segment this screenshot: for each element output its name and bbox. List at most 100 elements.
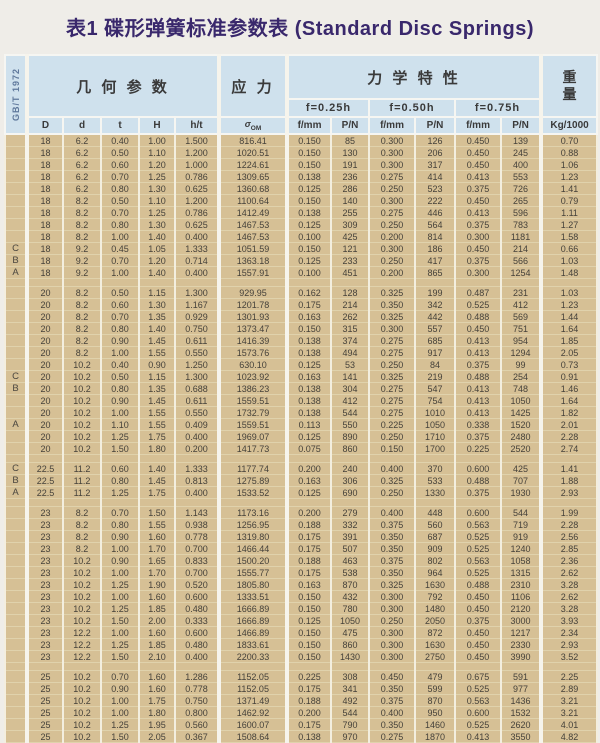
table-cell: 0.375 [454, 182, 503, 195]
table-cell: 10.2 [62, 394, 102, 407]
table-cell: 0.150 [286, 133, 333, 147]
table-cell: 0.100 [286, 266, 333, 279]
table-cell: 139 [500, 133, 544, 147]
series-label-cell [4, 194, 29, 207]
table-cell [26, 498, 64, 507]
page-title: 表1 碟形弹簧标准参数表 (Standard Disc Springs) [65, 18, 535, 40]
table-cell: 0.80 [100, 218, 140, 231]
table-cell: 2.93 [540, 486, 599, 499]
table-cell: 0.413 [454, 406, 503, 419]
table-cell: 1275.89 [218, 474, 290, 487]
table-cell: 0.100 [286, 230, 333, 243]
table-cell: 1254 [500, 266, 544, 279]
table-cell: 0.367 [173, 730, 222, 743]
table-cell: 8.2 [62, 194, 102, 207]
table-cell: 2.62 [540, 590, 599, 603]
table-cell: 0.250 [368, 430, 417, 443]
table-cell: 8.2 [62, 530, 102, 543]
table-cell: 1.95 [138, 718, 176, 731]
table-cell: 219 [414, 370, 457, 383]
table-row: 20 8.2 1.00 1.55 0.550 1573.76 0.138 494 0.275 91… [4, 346, 599, 359]
table-cell [26, 278, 64, 287]
table-cell: 0.375 [454, 614, 503, 627]
table-cell: 1201.78 [218, 298, 290, 311]
table-cell: 2.74 [540, 442, 599, 455]
table-cell: 1.200 [173, 146, 222, 159]
table-cell: 1.23 [540, 298, 599, 311]
table-cell: 1833.61 [218, 638, 290, 651]
table-cell: 254 [500, 370, 544, 383]
table-cell: 0.70 [100, 506, 140, 519]
table-cell: 0.150 [286, 650, 333, 663]
table-cell: 0.138 [286, 406, 333, 419]
table-row: 18 6.2 0.80 1.30 0.625 1360.68 0.125 286 0.250 52… [4, 182, 599, 195]
table-cell: 0.375 [368, 518, 417, 531]
table-cell: 20 [26, 286, 64, 299]
table-cell: 10.2 [62, 358, 102, 371]
table-row: 18 6.2 0.50 1.10 1.200 1020.51 0.150 130 0.300 20… [4, 146, 599, 159]
table-cell: 0.150 [286, 242, 333, 255]
table-cell: 0.400 [173, 650, 222, 663]
table-cell: 0.400 [173, 486, 222, 499]
table-cell: 414 [414, 170, 457, 183]
table-cell: 1.00 [100, 346, 140, 359]
table-cell: 560 [414, 518, 457, 531]
table-cell: 0.450 [454, 626, 503, 639]
table-cell: 2.89 [540, 682, 599, 695]
table-cell: 0.563 [454, 694, 503, 707]
series-label-cell [4, 146, 29, 159]
series-label-cell [4, 182, 29, 195]
table-cell: 25 [26, 682, 64, 695]
table-cell: 99 [500, 358, 544, 371]
table-cell: 0.138 [286, 382, 333, 395]
table-cell: 929.95 [218, 286, 290, 299]
table-cell: 0.80 [100, 322, 140, 335]
table-cell: 1.80 [138, 706, 176, 719]
table-row: C 22.5 11.2 0.60 1.40 1.333 1177.74 0.200 240 0.4… [4, 462, 599, 475]
table-cell: 18 [26, 266, 64, 279]
table-cell: 6.2 [62, 182, 102, 195]
table-cell: 18 [26, 242, 64, 255]
table-cell: 1.143 [173, 506, 222, 519]
col-header-d: d [62, 116, 102, 135]
table-cell: 0.400 [368, 706, 417, 719]
table-cell: 1020.51 [218, 146, 290, 159]
table-cell: 20 [26, 310, 64, 323]
table-cell [368, 662, 417, 671]
table-cell: 2.28 [540, 430, 599, 443]
series-label-cell [4, 286, 29, 299]
table-cell: 0.625 [173, 218, 222, 231]
table-cell [330, 278, 371, 287]
table-cell: 954 [500, 334, 544, 347]
series-label-cell: B [4, 382, 29, 395]
table-cell: 1436 [500, 694, 544, 707]
table-cell: 2.93 [540, 638, 599, 651]
table-cell: 557 [414, 322, 457, 335]
table-cell [368, 454, 417, 463]
table-cell: 0.375 [454, 218, 503, 231]
table-cell: 523 [414, 182, 457, 195]
table-cell: 22.5 [26, 486, 64, 499]
table-cell: 1.00 [100, 542, 140, 555]
table-cell: 2050 [414, 614, 457, 627]
table-cell: 1.25 [138, 170, 176, 183]
series-label-cell [4, 310, 29, 323]
table-cell: 425 [330, 230, 371, 243]
table-cell: 12.2 [62, 626, 102, 639]
table-cell: 315 [330, 322, 371, 335]
table-cell: 751 [500, 322, 544, 335]
table-cell: 6.2 [62, 133, 102, 147]
table-cell: 2750 [414, 650, 457, 663]
table-cell: 599 [414, 682, 457, 695]
table-cell: 870 [330, 578, 371, 591]
table-row: 23 8.2 0.80 1.55 0.938 1256.95 0.188 332 0.375 56… [4, 518, 599, 531]
table-cell: 754 [414, 394, 457, 407]
table-cell: 0.525 [454, 682, 503, 695]
series-label-cell: C [4, 462, 29, 475]
table-cell [62, 454, 102, 463]
table-row: 18 6.2 0.40 1.00 1.500 816.41 0.150 85 0.300 126 0… [4, 133, 599, 147]
col-header-P1: P/N [330, 116, 371, 135]
table-row: 23 8.2 0.70 1.50 1.143 1173.16 0.200 279 0.400 44… [4, 506, 599, 519]
table-cell: 0.40 [100, 358, 140, 371]
table-cell: 25 [26, 730, 64, 743]
